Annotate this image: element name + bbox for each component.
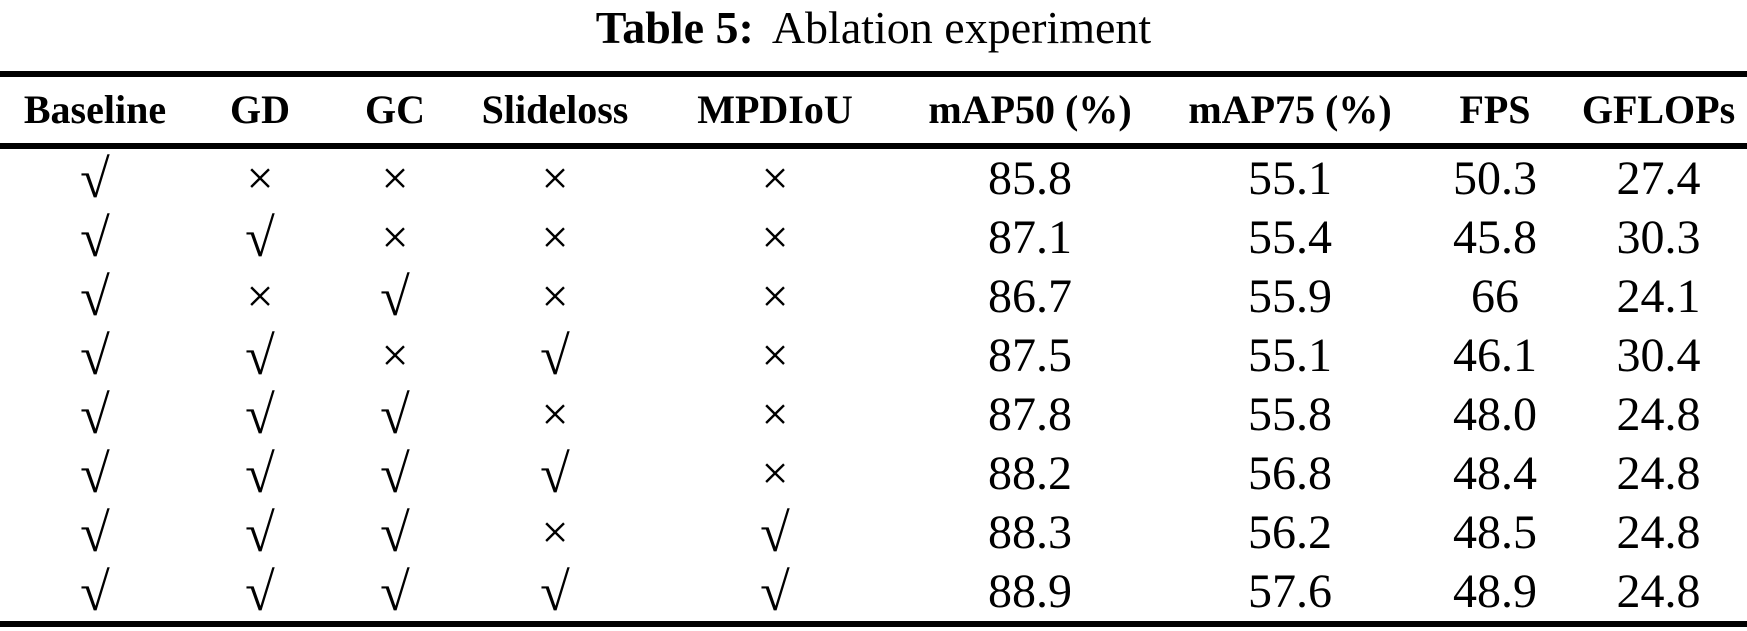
table-row: √ √ × × × 87.1 55.4 45.8 30.3	[0, 208, 1747, 267]
cross-icon: ×	[761, 328, 789, 382]
check-icon: √	[380, 384, 410, 445]
check-icon: √	[540, 443, 570, 504]
ablation-table: Baseline GD GC Slideloss MPDIoU mAP50 (%…	[0, 71, 1747, 627]
check-icon: √	[245, 443, 275, 504]
check-icon: √	[380, 266, 410, 327]
table-caption: Table 5: Ablation experiment	[0, 0, 1747, 71]
col-header-fps: FPS	[1459, 87, 1531, 132]
table-row: √ √ × √ × 87.5 55.1 46.1 30.4	[0, 326, 1747, 385]
check-icon: √	[245, 502, 275, 563]
check-icon: √	[245, 561, 275, 622]
cell-value: 88.9	[988, 564, 1072, 618]
cell-value: 85.8	[988, 151, 1072, 205]
table-caption-label: Table 5:	[595, 2, 754, 53]
table-row: √ × √ × × 86.7 55.9 66 24.1	[0, 267, 1747, 326]
cell-value: 87.1	[988, 210, 1072, 264]
cell-value: 86.7	[988, 269, 1072, 323]
col-header-map50: mAP50 (%)	[928, 87, 1132, 132]
cell-value: 30.3	[1616, 210, 1701, 264]
cell-value: 56.2	[1248, 505, 1332, 559]
cross-icon: ×	[541, 269, 569, 323]
col-header-map75: mAP75 (%)	[1188, 87, 1392, 132]
cell-value: 48.0	[1453, 387, 1537, 441]
check-icon: √	[80, 148, 110, 209]
cell-value: 24.8	[1616, 446, 1701, 500]
cell-value: 50.3	[1453, 151, 1537, 205]
check-icon: √	[80, 443, 110, 504]
cross-icon: ×	[381, 151, 409, 205]
cell-value: 48.5	[1453, 505, 1537, 559]
col-header-gflops: GFLOPs	[1581, 87, 1736, 132]
check-icon: √	[245, 325, 275, 386]
check-icon: √	[760, 502, 790, 563]
cross-icon: ×	[761, 269, 789, 323]
cross-icon: ×	[761, 446, 789, 500]
check-icon: √	[540, 561, 570, 622]
cell-value: 48.9	[1453, 564, 1537, 618]
cross-icon: ×	[541, 387, 569, 441]
cross-icon: ×	[246, 151, 274, 205]
cross-icon: ×	[381, 210, 409, 264]
check-icon: √	[80, 502, 110, 563]
table-row: √ √ √ √ × 88.2 56.8 48.4 24.8	[0, 444, 1747, 503]
col-header-mpdiou: MPDIoU	[697, 87, 853, 132]
check-icon: √	[760, 561, 790, 622]
cell-value: 88.3	[988, 505, 1072, 559]
cell-value: 48.4	[1453, 446, 1537, 500]
cell-value: 27.4	[1616, 151, 1701, 205]
cell-value: 55.9	[1248, 269, 1332, 323]
cross-icon: ×	[246, 269, 274, 323]
check-icon: √	[80, 561, 110, 622]
check-icon: √	[245, 207, 275, 268]
col-header-gc: GC	[365, 87, 425, 132]
cell-value: 24.8	[1616, 387, 1701, 441]
table-row: √ √ √ √ √ 88.9 57.6 48.9 24.8	[0, 562, 1747, 624]
cross-icon: ×	[541, 151, 569, 205]
cell-value: 55.1	[1248, 328, 1332, 382]
check-icon: √	[80, 207, 110, 268]
cross-icon: ×	[761, 387, 789, 441]
cross-icon: ×	[541, 505, 569, 559]
cell-value: 56.8	[1248, 446, 1332, 500]
table-caption-text: Ablation experiment	[771, 2, 1152, 53]
cell-value: 87.5	[988, 328, 1072, 382]
cell-value: 55.8	[1248, 387, 1332, 441]
cell-value: 24.8	[1616, 505, 1701, 559]
check-icon: √	[380, 502, 410, 563]
cell-value: 46.1	[1453, 328, 1537, 382]
col-header-baseline: Baseline	[23, 87, 167, 132]
check-icon: √	[245, 384, 275, 445]
cross-icon: ×	[761, 151, 789, 205]
table-row: √ √ √ × × 87.8 55.8 48.0 24.8	[0, 385, 1747, 444]
col-header-gd: GD	[230, 87, 290, 132]
col-header-slideloss: Slideloss	[481, 87, 629, 132]
check-icon: √	[80, 325, 110, 386]
table-row: √ √ √ × √ 88.3 56.2 48.5 24.8	[0, 503, 1747, 562]
cross-icon: ×	[761, 210, 789, 264]
cross-icon: ×	[541, 210, 569, 264]
cell-value: 45.8	[1453, 210, 1537, 264]
check-icon: √	[380, 443, 410, 504]
check-icon: √	[380, 561, 410, 622]
cross-icon: ×	[381, 328, 409, 382]
cell-value: 55.4	[1248, 210, 1332, 264]
table-row: √ × × × × 85.8 55.1 50.3 27.4	[0, 146, 1747, 208]
cell-value: 57.6	[1248, 564, 1332, 618]
table-body: √ × × × × 85.8 55.1 50.3 27.4 √ √ × × × 87.1 55.4 45.8 30…	[0, 146, 1747, 624]
cell-value: 24.8	[1616, 564, 1701, 618]
header-row: Baseline GD GC Slideloss MPDIoU mAP50 (%…	[0, 74, 1747, 146]
check-icon: √	[540, 325, 570, 386]
cell-value: 88.2	[988, 446, 1072, 500]
check-icon: √	[80, 266, 110, 327]
cell-value: 66	[1471, 269, 1519, 323]
cell-value: 87.8	[988, 387, 1072, 441]
cell-value: 24.1	[1616, 269, 1701, 323]
check-icon: √	[80, 384, 110, 445]
cell-value: 55.1	[1248, 151, 1332, 205]
cell-value: 30.4	[1616, 328, 1701, 382]
